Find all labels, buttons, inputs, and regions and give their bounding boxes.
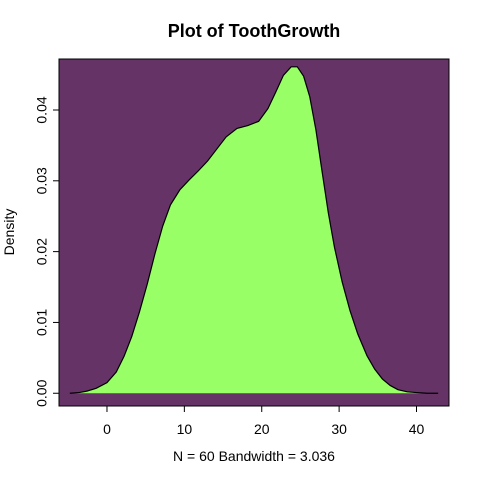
- y-axis: 0.00 0.01 0.02 0.03 0.04: [34, 96, 60, 407]
- density-curve: [69, 66, 439, 394]
- y-tick-label: 0.02: [34, 238, 50, 265]
- chart-title: Plot of ToothGrowth: [168, 21, 341, 41]
- x-axis-label: N = 60 Bandwidth = 3.036: [173, 448, 335, 464]
- y-tick-label: 0.03: [34, 167, 50, 194]
- y-tick-label: 0.04: [34, 96, 50, 123]
- y-tick-label: 0.00: [34, 379, 50, 406]
- x-tick-label: 20: [254, 421, 270, 437]
- density-layer: [69, 66, 439, 394]
- x-axis: 0 10 20 30 40: [103, 405, 425, 437]
- density-area: [69, 66, 439, 394]
- y-tick-label: 0.01: [34, 309, 50, 336]
- x-tick-label: 40: [409, 421, 425, 437]
- x-tick-label: 30: [331, 421, 347, 437]
- x-tick-label: 0: [103, 421, 111, 437]
- y-axis-label: Density: [1, 209, 17, 256]
- x-tick-label: 10: [177, 421, 193, 437]
